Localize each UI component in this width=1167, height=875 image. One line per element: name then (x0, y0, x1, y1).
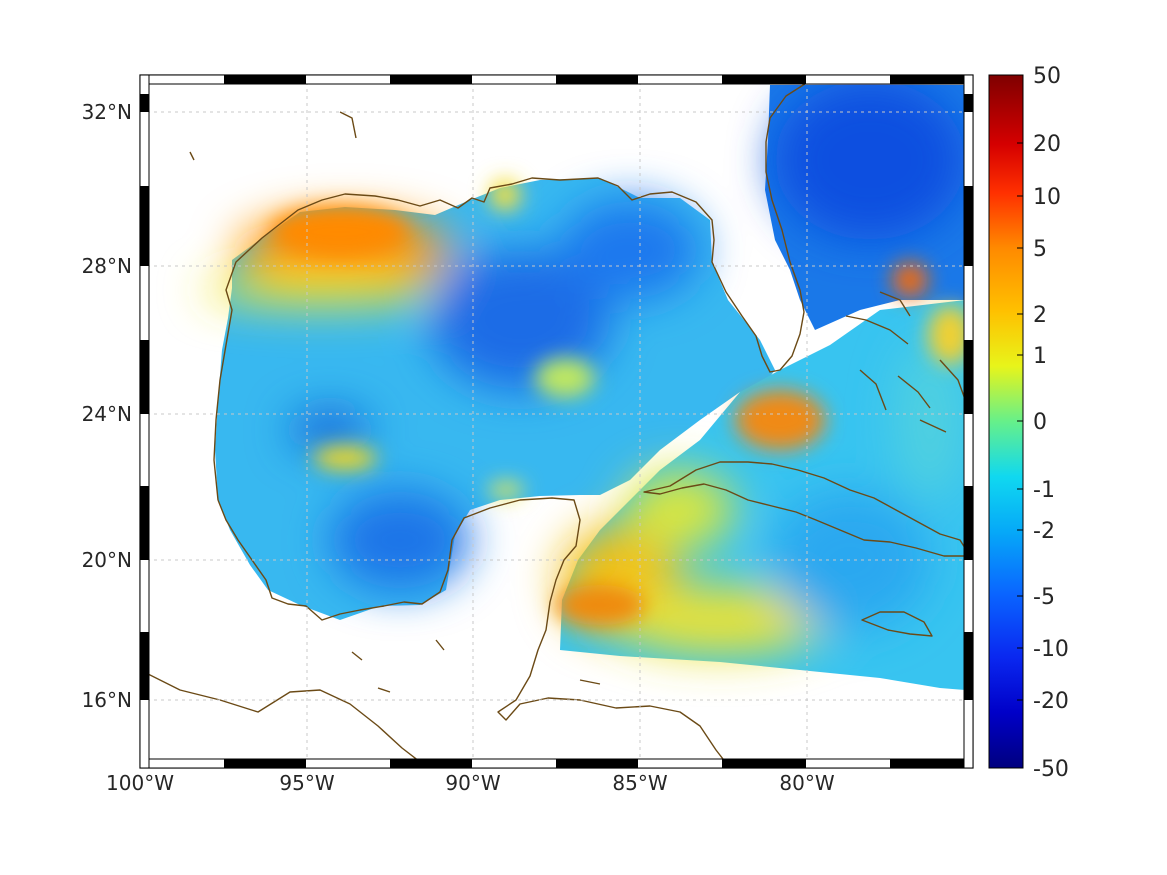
map-frame (139, 74, 974, 769)
colorbar-label: -5 (1033, 585, 1055, 610)
colorbar-label: -50 (1033, 757, 1069, 782)
colorbar-label: -1 (1033, 478, 1055, 503)
central-america-coastline (140, 669, 429, 768)
colorbar: 50 20 10 5 2 1 0 -1 -2 -5 -10 -20 -50 (988, 64, 1069, 782)
bahamas-coastline (845, 291, 967, 433)
jamaica-coastline (861, 611, 933, 637)
lat-tick-label: 32°N (82, 100, 132, 124)
lon-tick-label: 95°W (279, 771, 334, 795)
latitude-axis: 32°N 28°N 24°N 20°N 16°N (82, 100, 132, 712)
colorbar-label: -10 (1033, 637, 1069, 662)
colorbar-label: 0 (1033, 410, 1047, 435)
colorbar-label: 5 (1033, 237, 1047, 262)
colorbar-label: 20 (1033, 132, 1061, 157)
lat-tick-label: 16°N (82, 688, 132, 712)
us-gulf-coastline (213, 75, 822, 501)
colorbar-label: 2 (1033, 303, 1047, 328)
colorbar-label: 50 (1033, 64, 1061, 89)
small-islands (189, 111, 601, 693)
colorbar-ticks (1017, 142, 1023, 701)
colorbar-label: -2 (1033, 519, 1055, 544)
colorbar-label: 1 (1033, 344, 1047, 369)
lon-tick-label: 80°W (779, 771, 834, 795)
lat-tick-label: 20°N (82, 548, 132, 572)
lat-tick-label: 28°N (82, 254, 132, 278)
lat-tick-label: 24°N (82, 402, 132, 426)
mexico-coastline (217, 497, 731, 768)
longitude-axis: 100°W 95°W 90°W 85°W 80°W (106, 771, 835, 795)
lon-tick-label: 85°W (612, 771, 667, 795)
colorbar-label: 10 (1033, 185, 1061, 210)
gridlines (140, 75, 973, 768)
lon-tick-label: 90°W (445, 771, 500, 795)
lon-tick-label: 100°W (106, 771, 174, 795)
colorbar-label: -20 (1033, 689, 1069, 714)
